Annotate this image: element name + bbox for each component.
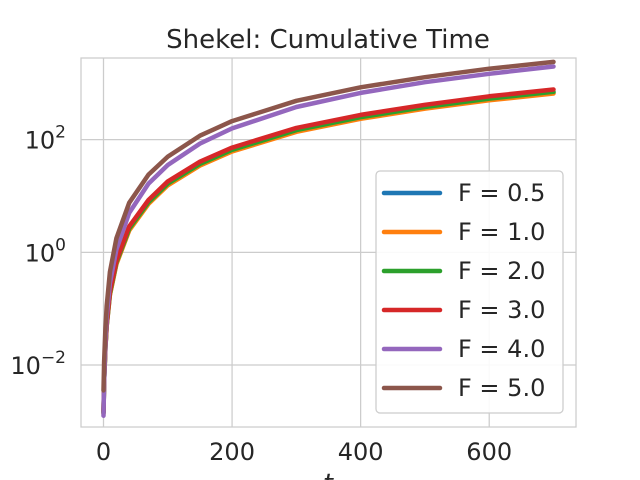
x-tick-label: 200: [209, 438, 255, 466]
x-tick-label: 0: [96, 438, 111, 466]
legend-label: F = 3.0: [458, 296, 545, 324]
legend-label: F = 5.0: [458, 374, 545, 402]
x-axis-ticks: 0 200 400 600: [96, 438, 512, 466]
series-lines: [101, 59, 556, 418]
y-tick-label: 10−2: [10, 348, 66, 380]
legend-label: F = 0.5: [458, 179, 545, 207]
x-tick-label: 600: [466, 438, 512, 466]
legend: F = 0.5 F = 1.0 F = 2.0 F = 3.0 F = 4.0 F = 5…: [375, 170, 564, 414]
chart-title: Shekel: Cumulative Time: [166, 25, 490, 55]
legend-label: F = 4.0: [458, 335, 545, 363]
plot-area-frame: [80, 57, 577, 428]
y-axis-ticks: 10−2 100 102: [10, 123, 66, 380]
legend-label: F = 1.0: [458, 218, 545, 246]
x-axis-label: t: [323, 469, 334, 480]
y-tick-label: 102: [25, 123, 66, 155]
legend-label: F = 2.0: [458, 257, 545, 285]
y-tick-label: 100: [25, 235, 66, 267]
x-tick-label: 400: [338, 438, 384, 466]
series-line-5: [101, 59, 556, 393]
